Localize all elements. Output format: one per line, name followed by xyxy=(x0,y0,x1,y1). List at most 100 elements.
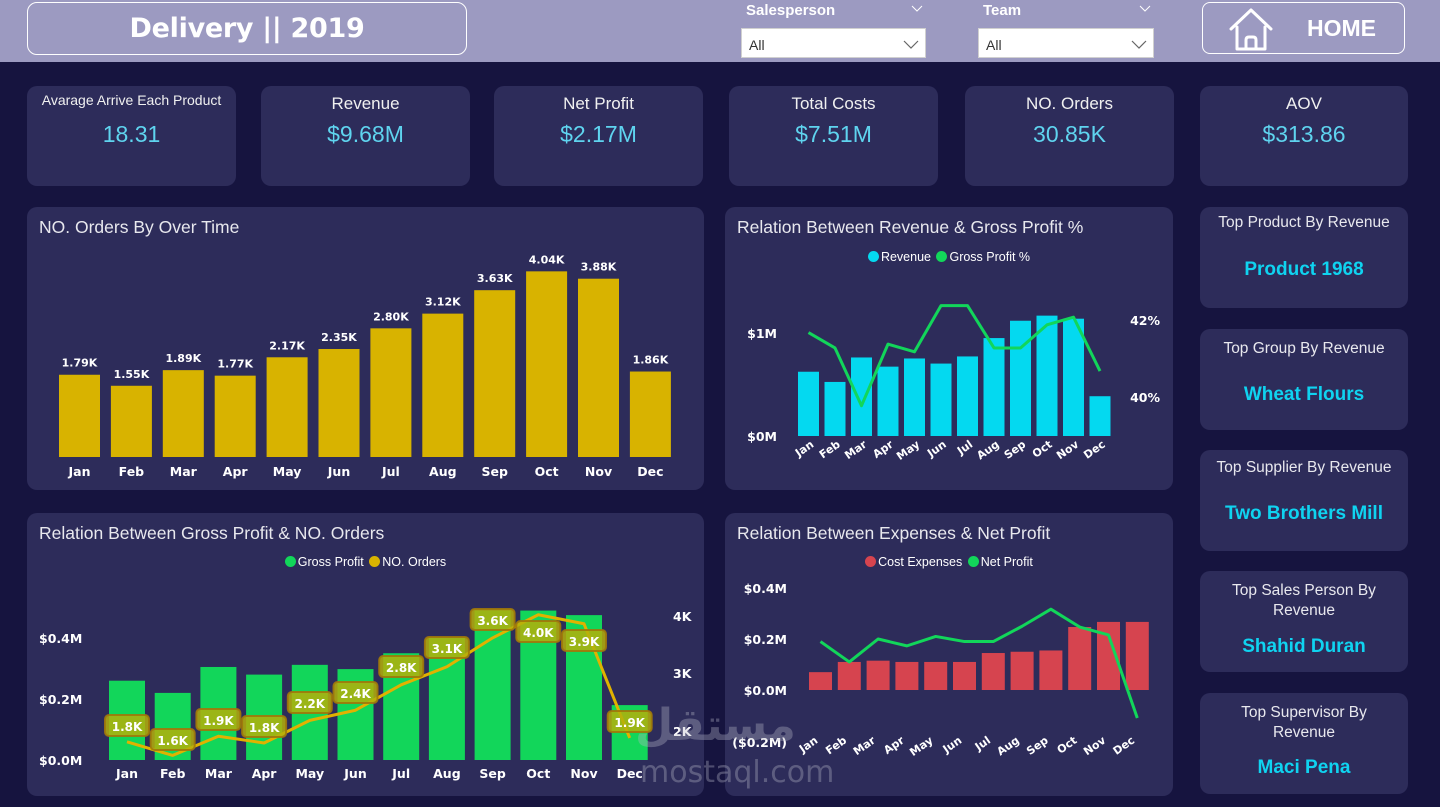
kpi-value: $2.17M xyxy=(560,121,637,147)
x-tick-label: May xyxy=(273,464,302,479)
data-label-bg xyxy=(469,608,516,631)
revenue-bar-may xyxy=(904,358,925,436)
data-label-bg xyxy=(332,681,379,704)
x-tick-label: Aug xyxy=(995,734,1022,759)
salesperson-dropdown-value: All xyxy=(749,37,765,53)
legend-item-cost-expenses[interactable]: Cost Expenses xyxy=(865,555,962,569)
x-tick-label: Sep xyxy=(481,464,507,479)
data-label-bg xyxy=(423,636,470,659)
legend-item-net-profit[interactable]: Net Profit xyxy=(967,555,1033,569)
legend-label: NO. Orders xyxy=(382,555,447,569)
legend-item-gross-profit-pct[interactable]: Gross Profit % xyxy=(936,250,1030,264)
kpi-card-aov: AOV $313.86 xyxy=(1200,86,1408,186)
side-card-value: Maci Pena xyxy=(1257,757,1351,778)
legend-label: Net Profit xyxy=(980,555,1033,569)
bar-jul xyxy=(370,328,412,457)
x-tick-label: Jan xyxy=(68,464,91,479)
x-tick-label: Mar xyxy=(170,464,198,479)
y-right-tick-label: 2K xyxy=(673,724,693,739)
legend-item-orders[interactable]: NO. Orders xyxy=(369,555,446,569)
x-tick-label: May xyxy=(907,734,935,759)
bar-jan xyxy=(59,374,100,457)
legend-dot-icon xyxy=(936,251,948,262)
cost-expense-bar-sep xyxy=(1039,650,1063,690)
data-label: 2.4K xyxy=(340,687,371,701)
top-supervisor-card: Top Supervisor By Revenue Maci Pena xyxy=(1200,693,1408,794)
y-tick-label: $0.4M xyxy=(39,631,82,646)
cost-expense-bar-nov xyxy=(1097,621,1120,690)
x-tick-label: Oct xyxy=(1030,438,1055,461)
revenue-bar-jun xyxy=(930,363,952,436)
kpi-card-orders: NO. Orders 30.85K xyxy=(965,86,1174,186)
legend-dot-icon xyxy=(867,251,879,262)
y-tick-label: $0.0M xyxy=(39,753,82,768)
chart-title: Relation Between Gross Profit & NO. Orde… xyxy=(39,523,385,543)
net-profit-line xyxy=(819,607,1139,719)
orders-over-time-chart: 1.79K Jan 1.55K Feb 1.89K Mar 1.77K Apr 2.17K May… xyxy=(59,253,671,479)
y-tick-label: $0.2M xyxy=(744,632,787,647)
data-label: 1.55K xyxy=(114,368,150,381)
legend-label: Cost Expenses xyxy=(878,555,963,569)
bar-nov xyxy=(578,278,619,457)
data-label: 3.1K xyxy=(432,642,463,656)
data-label: 2.35K xyxy=(321,331,357,344)
revenue-bar-mar xyxy=(851,357,872,436)
dashboard-title-box: Delivery || 2019 xyxy=(27,2,467,55)
data-label: 2.80K xyxy=(373,310,409,323)
salesperson-dropdown[interactable]: All xyxy=(741,28,926,58)
gross-profit-bar-sep xyxy=(474,610,511,760)
revenue-bar-apr xyxy=(877,366,899,436)
data-label-bg xyxy=(515,620,562,643)
data-label: 2.17K xyxy=(269,339,305,352)
kpi-card-revenue: Revenue $9.68M xyxy=(261,86,470,186)
x-tick-label: Jun xyxy=(940,734,964,757)
bar-sep xyxy=(474,290,516,457)
x-tick-label: Aug xyxy=(429,464,457,479)
chart-title: Relation Between Revenue & Gross Profit … xyxy=(737,217,1084,237)
chart-legend: Cost Expenses Net Profit xyxy=(725,555,1173,569)
team-dropdown[interactable]: All xyxy=(978,28,1154,58)
kpi-value: $9.68M xyxy=(327,121,404,147)
cost-expense-bar-aug xyxy=(1010,651,1034,690)
data-label: 3.63K xyxy=(477,272,513,285)
x-tick-label: Nov xyxy=(585,464,612,479)
y-right-tick-label: 3K xyxy=(673,666,693,681)
data-label: 1.89K xyxy=(165,352,201,365)
x-tick-label: Oct xyxy=(1055,734,1080,757)
y-right-tick-label: 42% xyxy=(1130,313,1160,328)
gross-profit-pct-line xyxy=(807,304,1102,408)
data-label-bg xyxy=(149,728,196,751)
data-label-bg xyxy=(104,714,150,737)
y-tick-label: $1M xyxy=(747,326,777,341)
x-tick-label: Mar xyxy=(842,437,869,462)
y-tick-label: $0.0M xyxy=(744,683,787,698)
kpi-value: $313.86 xyxy=(1262,121,1346,147)
chart-title: Relation Between Expenses & Net Profit xyxy=(737,523,1051,543)
legend-item-gross-profit[interactable]: Gross Profit xyxy=(284,555,364,569)
x-tick-label: Jan xyxy=(796,734,820,756)
x-tick-label: Oct xyxy=(535,464,559,479)
x-tick-label: Feb xyxy=(119,464,145,479)
x-tick-label: Jul xyxy=(954,438,975,458)
x-tick-label: Jun xyxy=(924,438,948,461)
x-tick-label: Jul xyxy=(381,464,400,479)
chevron-down-icon[interactable] xyxy=(1138,2,1152,16)
chevron-down-icon[interactable] xyxy=(910,2,924,16)
x-tick-label: Apr xyxy=(252,766,278,781)
gross-profit-orders-chart: $0.0M $0.2M $0.4M 4K 3K 2K Jan Feb Mar Apr May Jun J… xyxy=(39,608,693,781)
chevron-down-icon xyxy=(1131,40,1147,49)
x-tick-label: Mar xyxy=(851,733,878,758)
y-tick-label: $0M xyxy=(747,429,777,444)
x-tick-label: Aug xyxy=(974,438,1001,463)
chevron-down-icon xyxy=(903,40,919,49)
legend-label: Revenue xyxy=(880,250,931,264)
data-label: 1.86K xyxy=(633,354,669,367)
legend-item-revenue[interactable]: Revenue xyxy=(867,250,931,264)
cost-expense-bar-mar xyxy=(866,660,890,690)
data-label: 3.9K xyxy=(569,635,600,649)
data-label: 1.8K xyxy=(249,721,280,735)
x-tick-label: Sep xyxy=(1002,438,1029,462)
home-button[interactable]: HOME xyxy=(1202,2,1405,54)
bar-oct xyxy=(526,271,568,457)
